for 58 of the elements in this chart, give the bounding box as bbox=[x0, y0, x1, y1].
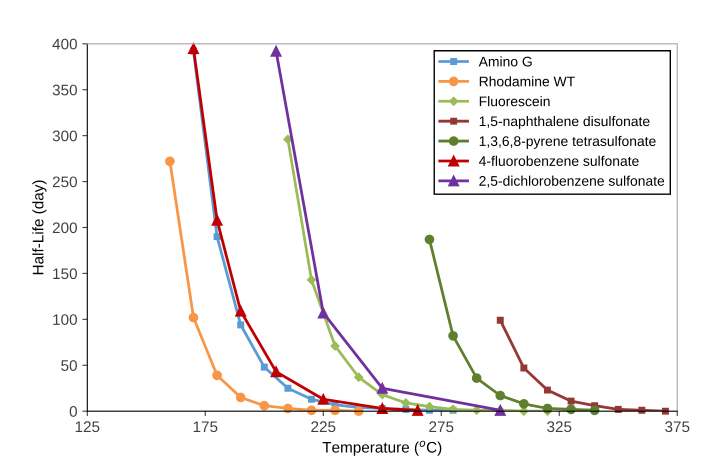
point bbox=[270, 46, 282, 57]
point bbox=[424, 402, 434, 412]
point bbox=[270, 366, 282, 378]
y-tick-label: 300 bbox=[52, 130, 77, 142]
y-tick-label: 250 bbox=[52, 176, 77, 188]
x-tick-label: 375 bbox=[665, 421, 690, 432]
point bbox=[318, 394, 329, 405]
point bbox=[284, 384, 292, 392]
y-tick-label: 50 bbox=[61, 360, 77, 371]
point bbox=[472, 373, 482, 383]
point bbox=[330, 341, 340, 351]
point bbox=[165, 156, 175, 166]
legend-label: Rhodamine WT bbox=[480, 76, 575, 86]
x-tick-label: 225 bbox=[311, 421, 336, 432]
point bbox=[318, 307, 329, 318]
point bbox=[568, 398, 575, 405]
point bbox=[662, 408, 669, 415]
point bbox=[496, 316, 504, 324]
point bbox=[212, 214, 223, 226]
point bbox=[259, 400, 270, 411]
point bbox=[214, 233, 221, 240]
y-tick-label: 0 bbox=[70, 406, 77, 417]
point bbox=[308, 396, 315, 403]
y-tick-label: 200 bbox=[52, 222, 77, 234]
point bbox=[412, 404, 424, 416]
x-tick-label: 325 bbox=[547, 421, 572, 432]
y-tick-label: 150 bbox=[53, 268, 77, 280]
point bbox=[519, 398, 529, 409]
legend-label: 2,5-dichlorobenzene sulfonate bbox=[479, 176, 664, 188]
y-tick-label: 100 bbox=[53, 314, 77, 326]
x-tick-label: 175 bbox=[194, 421, 218, 432]
point bbox=[376, 382, 388, 394]
point bbox=[237, 321, 244, 328]
x-axis-title: Temperature ($^{o}$C) bbox=[322, 440, 442, 456]
y-axis-title: Half-Life (day) bbox=[32, 180, 47, 274]
point bbox=[188, 312, 198, 322]
point bbox=[401, 398, 410, 408]
legend-label: 1,3,6,8-pyrene tetrasulfonate bbox=[480, 136, 656, 149]
legend-label: Fluorescein bbox=[480, 96, 550, 106]
point bbox=[544, 386, 551, 394]
legend-label: 4-fluorobenzene sulfonate bbox=[478, 156, 639, 166]
point bbox=[260, 364, 268, 371]
point bbox=[448, 331, 458, 341]
point bbox=[495, 390, 506, 400]
y-tick-label: 350 bbox=[52, 84, 77, 96]
point bbox=[354, 372, 364, 382]
point bbox=[424, 234, 434, 244]
legend-label: Amino G bbox=[478, 56, 532, 67]
legend-label: 1,5-naphthalene disulfonate bbox=[480, 116, 650, 129]
point bbox=[188, 42, 200, 54]
point bbox=[235, 306, 246, 317]
y-tick-label: 400 bbox=[52, 38, 77, 50]
x-tick-label: 125 bbox=[76, 421, 100, 432]
x-tick-label: 275 bbox=[429, 421, 454, 432]
point bbox=[236, 392, 246, 402]
point bbox=[306, 275, 316, 284]
point bbox=[212, 370, 222, 380]
point bbox=[520, 364, 528, 372]
